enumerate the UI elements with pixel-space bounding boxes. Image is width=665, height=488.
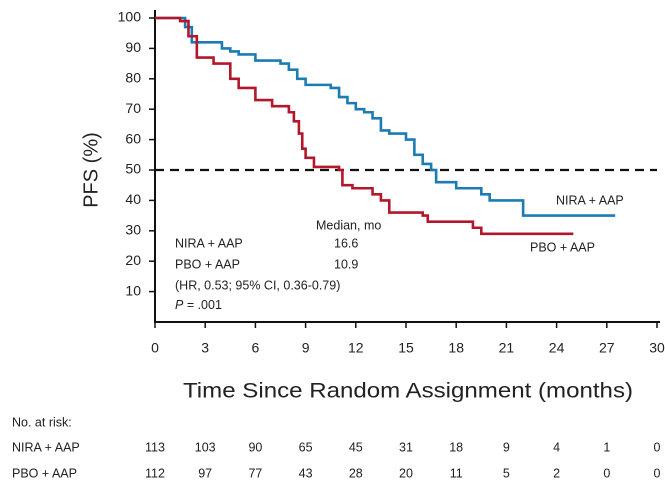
- risk-row-label: PBO + AAP: [12, 466, 77, 480]
- risk-count: 90: [248, 440, 262, 454]
- risk-count: 20: [399, 466, 413, 480]
- hazard-ratio: (HR, 0.53; 95% CI, 0.36-0.79): [175, 278, 340, 292]
- risk-count: 11: [450, 466, 463, 480]
- p-symbol: P: [175, 298, 184, 312]
- median-row-value: 16.6: [334, 236, 358, 250]
- survival-curve: [155, 16, 616, 217]
- x-tick-label: 3: [201, 340, 209, 356]
- y-tick-label: 60: [125, 130, 141, 146]
- risk-count: 5: [503, 466, 510, 480]
- x-tick-label: 24: [549, 340, 565, 356]
- median-row-value: 10.9: [334, 257, 358, 271]
- x-tick-label: 0: [151, 340, 159, 356]
- risk-count: 112: [145, 466, 165, 480]
- risk-title: No. at risk:: [12, 415, 72, 429]
- risk-count: 43: [299, 466, 313, 480]
- risk-count: 4: [553, 440, 560, 454]
- y-tick-label: 50: [125, 161, 141, 177]
- risk-row-label: NIRA + AAP: [12, 440, 80, 454]
- risk-count: 65: [299, 440, 313, 454]
- y-tick-label: 100: [118, 9, 142, 25]
- risk-count: 9: [503, 440, 510, 454]
- risk-count: 28: [349, 466, 363, 480]
- x-axis-label: Time Since Random Assignment (months): [183, 380, 633, 403]
- risk-count: 45: [349, 440, 363, 454]
- risk-count: 31: [399, 440, 413, 454]
- series-label: PBO + AAP: [530, 240, 595, 254]
- p-value: P = .001: [175, 298, 222, 312]
- y-tick-label: 80: [125, 70, 141, 86]
- y-tick-label: 90: [125, 39, 141, 55]
- x-tick-label: 27: [599, 340, 615, 356]
- median-row-label: PBO + AAP: [175, 257, 240, 271]
- risk-count: 0: [654, 440, 661, 454]
- p-number: = .001: [183, 298, 222, 312]
- median-row-label: NIRA + AAP: [175, 236, 243, 250]
- survival-curve: [155, 16, 574, 236]
- y-tick-label: 40: [125, 191, 141, 207]
- x-tick-label: 18: [448, 340, 464, 356]
- risk-count: 103: [195, 440, 216, 454]
- risk-count: 18: [449, 440, 463, 454]
- series-label: NIRA + AAP: [556, 193, 624, 207]
- x-tick-label: 6: [252, 340, 260, 356]
- risk-count: 1: [603, 440, 610, 454]
- x-tick-label: 15: [398, 340, 414, 356]
- x-tick-label: 30: [649, 340, 665, 356]
- y-tick-label: 70: [125, 100, 141, 116]
- y-tick-label: 10: [125, 282, 141, 298]
- risk-count: 97: [198, 466, 212, 480]
- x-tick-label: 12: [348, 340, 364, 356]
- y-axis-label: PFS (%): [80, 132, 102, 208]
- risk-count: 77: [248, 466, 262, 480]
- x-tick-label: 21: [499, 340, 515, 356]
- y-tick-label: 20: [125, 252, 141, 268]
- risk-count: 2: [553, 466, 560, 480]
- risk-count: 113: [145, 440, 165, 454]
- risk-count: 0: [654, 466, 661, 480]
- y-tick-label: 30: [125, 222, 141, 238]
- median-header: Median, mo: [316, 218, 381, 232]
- x-tick-label: 9: [302, 340, 310, 356]
- risk-count: 0: [603, 466, 610, 480]
